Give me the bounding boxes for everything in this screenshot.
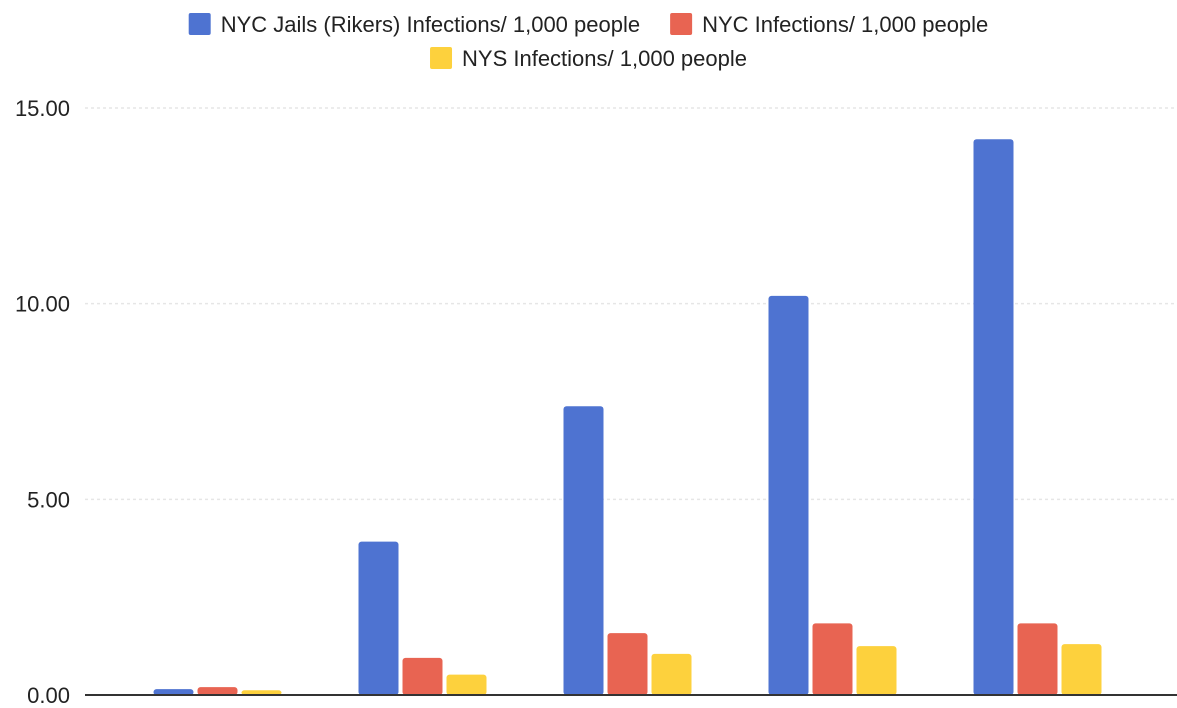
legend-item-0: NYC Jails (Rikers) Infections/ 1,000 peo… <box>188 12 640 37</box>
bar-series-2-cat-2 <box>651 653 692 695</box>
bar-series-2-cat-4 <box>1061 644 1102 695</box>
bar-series-2-cat-3 <box>856 646 897 695</box>
bar-series-2-cat-1 <box>446 674 487 695</box>
bar-series-0-cat-3 <box>768 295 809 695</box>
y-tick-label: 10.00 <box>15 292 70 317</box>
bar-series-2-cat-0 <box>241 690 282 695</box>
legend-label: NYC Infections/ 1,000 people <box>702 12 988 37</box>
bar-series-1-cat-2 <box>607 633 648 695</box>
legend-swatch <box>430 47 453 69</box>
gridlines <box>85 107 1177 501</box>
legend-label: NYS Infections/ 1,000 people <box>462 46 747 71</box>
legend-swatch <box>188 13 211 35</box>
bar-series-0-cat-0 <box>153 689 194 695</box>
legend-label: NYC Jails (Rikers) Infections/ 1,000 peo… <box>221 12 640 37</box>
legend-item-1: NYC Infections/ 1,000 people <box>670 12 988 37</box>
y-tick-label: 15.00 <box>15 96 70 121</box>
legend: NYC Jails (Rikers) Infections/ 1,000 peo… <box>188 12 988 71</box>
bar-series-1-cat-3 <box>812 623 853 695</box>
y-tick-label: 0.00 <box>27 683 70 708</box>
y-axis-ticks: 0.00 5.00 10.00 15.00 <box>15 96 70 708</box>
bar-series-1-cat-1 <box>402 657 443 695</box>
bar-series-0-cat-1 <box>358 541 399 695</box>
bars <box>153 139 1102 696</box>
bar-series-1-cat-0 <box>197 687 238 695</box>
bar-series-0-cat-4 <box>973 139 1014 696</box>
legend-swatch <box>670 13 693 35</box>
bar-series-1-cat-4 <box>1017 623 1058 695</box>
legend-item-2: NYS Infections/ 1,000 people <box>430 46 747 71</box>
y-tick-label: 5.00 <box>27 487 70 512</box>
bar-series-0-cat-2 <box>563 406 604 695</box>
